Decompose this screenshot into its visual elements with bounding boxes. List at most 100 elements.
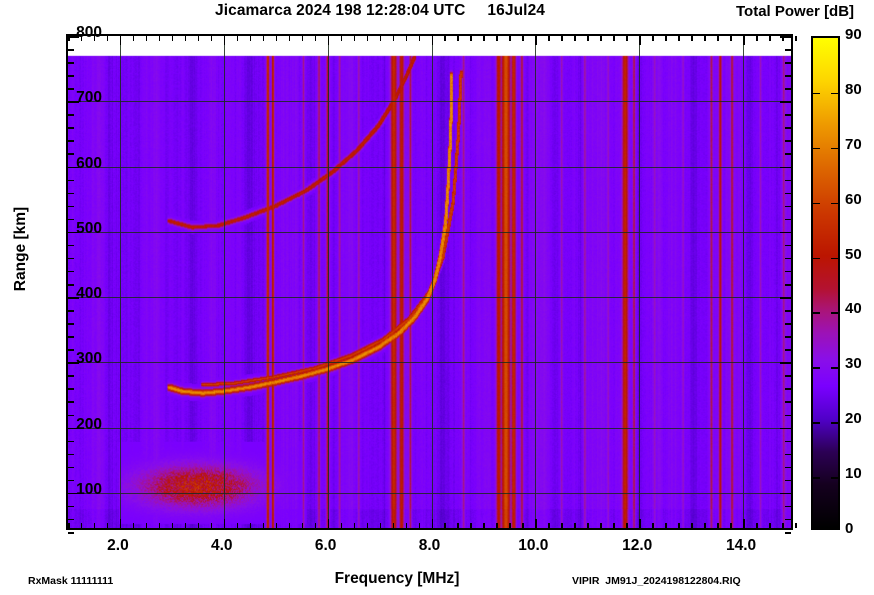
axis-minor-tick bbox=[785, 244, 791, 247]
axis-tick bbox=[780, 362, 791, 364]
axis-minor-tick bbox=[249, 523, 252, 528]
axis-minor-tick bbox=[314, 36, 317, 41]
axis-minor-tick bbox=[106, 36, 109, 41]
axis-minor-tick bbox=[392, 523, 395, 528]
colorbar-tick bbox=[831, 422, 838, 424]
axis-minor-tick bbox=[132, 36, 135, 41]
axis-tick bbox=[535, 36, 537, 45]
axis-minor-tick bbox=[80, 36, 83, 41]
ionogram-plot[interactable] bbox=[66, 34, 797, 534]
x-tick-label: 10.0 bbox=[518, 537, 549, 554]
axis-minor-tick bbox=[353, 36, 356, 41]
axis-minor-tick bbox=[132, 523, 135, 528]
axis-minor-tick bbox=[184, 36, 187, 41]
axis-minor-tick bbox=[68, 270, 74, 273]
axis-tick bbox=[743, 36, 745, 45]
axis-minor-tick bbox=[275, 36, 278, 41]
y-tick-label: 200 bbox=[76, 415, 102, 433]
axis-minor-tick bbox=[68, 192, 74, 195]
axis-minor-tick bbox=[68, 453, 74, 456]
axis-minor-tick bbox=[68, 127, 74, 129]
colorbar-tick-label: 50 bbox=[845, 245, 862, 263]
y-tick-label: 700 bbox=[76, 89, 102, 107]
axis-minor-tick bbox=[704, 523, 706, 528]
axis-minor-tick bbox=[68, 323, 74, 325]
axis-minor-tick bbox=[795, 523, 797, 528]
gridline-horizontal bbox=[68, 101, 791, 103]
axis-minor-tick bbox=[785, 532, 791, 534]
x-tick-label: 6.0 bbox=[314, 537, 337, 554]
axis-minor-tick bbox=[785, 49, 791, 51]
axis-minor-tick bbox=[785, 466, 791, 469]
colorbar-tick bbox=[813, 147, 820, 150]
colorbar-tick bbox=[831, 257, 838, 260]
axis-minor-tick bbox=[301, 523, 304, 528]
axis-tick bbox=[780, 231, 791, 234]
axis-minor-tick bbox=[600, 36, 602, 41]
x-tick-label: 14.0 bbox=[725, 537, 757, 554]
axis-minor-tick bbox=[785, 401, 791, 403]
axis-tick bbox=[743, 519, 745, 528]
gridline-horizontal bbox=[68, 362, 791, 364]
axis-minor-tick bbox=[756, 523, 758, 528]
axis-minor-tick bbox=[483, 36, 485, 41]
gridline-vertical bbox=[535, 36, 537, 528]
axis-minor-tick bbox=[785, 440, 791, 443]
axis-minor-tick bbox=[470, 36, 472, 41]
axis-minor-tick bbox=[68, 75, 74, 77]
axis-minor-tick bbox=[262, 523, 265, 528]
axis-minor-tick bbox=[600, 523, 602, 528]
axis-tick bbox=[68, 166, 79, 169]
axis-tick bbox=[327, 519, 330, 528]
colorbar-tick bbox=[831, 477, 838, 479]
ionogram-heatmap bbox=[68, 36, 791, 528]
axis-minor-tick bbox=[275, 523, 278, 528]
axis-minor-tick bbox=[68, 518, 74, 521]
axis-minor-tick bbox=[288, 523, 291, 528]
colorbar-tick-label: 90 bbox=[845, 26, 862, 43]
colorbar-tick bbox=[813, 422, 820, 424]
y-tick-label: 100 bbox=[76, 480, 102, 498]
axis-minor-tick bbox=[197, 36, 200, 41]
axis-minor-tick bbox=[613, 36, 615, 41]
axis-minor-tick bbox=[457, 523, 459, 528]
axis-tick bbox=[780, 427, 791, 430]
axis-minor-tick bbox=[785, 349, 791, 351]
axis-minor-tick bbox=[785, 153, 791, 155]
axis-minor-tick bbox=[678, 36, 680, 41]
axis-tick bbox=[68, 231, 79, 234]
axis-minor-tick bbox=[785, 505, 791, 508]
axis-minor-tick bbox=[158, 36, 161, 41]
axis-minor-tick bbox=[717, 36, 719, 41]
axis-minor-tick bbox=[236, 36, 239, 41]
axis-minor-tick bbox=[68, 218, 74, 221]
axis-minor-tick bbox=[782, 523, 784, 528]
axis-minor-tick bbox=[665, 36, 667, 41]
axis-minor-tick bbox=[262, 36, 265, 41]
axis-minor-tick bbox=[379, 36, 382, 41]
axis-minor-tick bbox=[314, 523, 317, 528]
axis-minor-tick bbox=[717, 523, 719, 528]
axis-minor-tick bbox=[405, 523, 408, 528]
colorbar-tick bbox=[813, 202, 820, 205]
axis-tick bbox=[431, 36, 433, 45]
axis-tick bbox=[431, 519, 433, 528]
axis-minor-tick bbox=[171, 523, 174, 528]
axis-minor-tick bbox=[691, 36, 693, 41]
axis-minor-tick bbox=[574, 36, 576, 41]
colorbar-tick bbox=[831, 202, 838, 205]
axis-tick bbox=[68, 101, 79, 103]
colorbar[interactable] bbox=[811, 36, 840, 530]
axis-minor-tick bbox=[68, 505, 74, 508]
axis-minor-tick bbox=[769, 36, 771, 41]
axis-minor-tick bbox=[184, 523, 187, 528]
axis-tick bbox=[119, 519, 122, 528]
x-tick-label: 8.0 bbox=[418, 537, 441, 554]
axis-minor-tick bbox=[68, 466, 74, 469]
axis-tick bbox=[780, 166, 791, 169]
axis-minor-tick bbox=[93, 523, 96, 528]
axis-minor-tick bbox=[785, 140, 791, 142]
axis-minor-tick bbox=[236, 523, 239, 528]
axis-minor-tick bbox=[470, 523, 472, 528]
axis-minor-tick bbox=[785, 414, 791, 417]
